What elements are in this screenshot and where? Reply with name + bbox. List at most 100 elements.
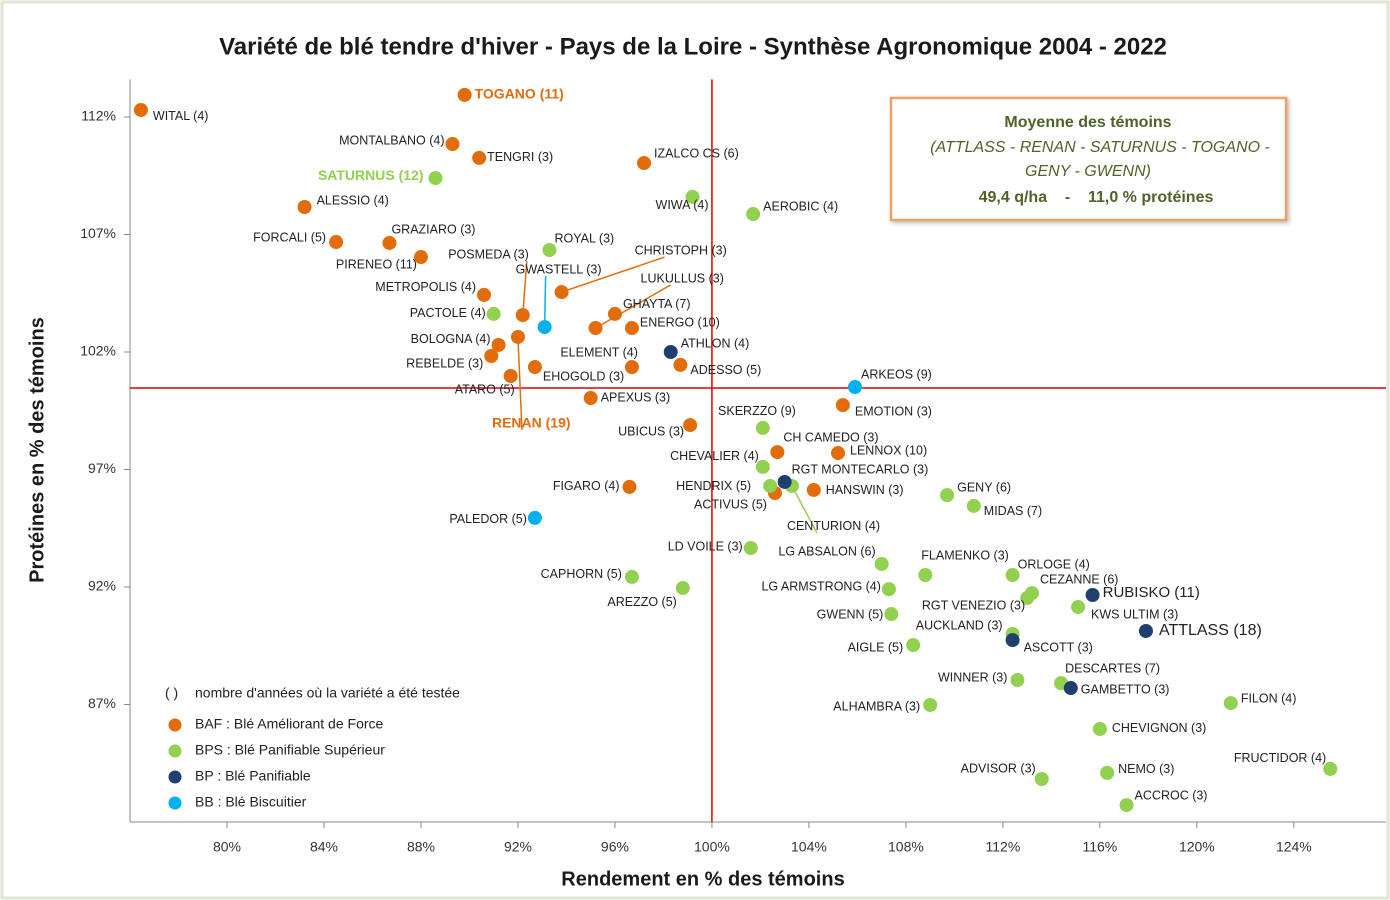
annotation-line: GENY - GWENN) xyxy=(1025,163,1151,180)
point-label: FILON (4) xyxy=(1241,691,1297,705)
point xyxy=(906,638,921,653)
x-tick-label: 124% xyxy=(1276,839,1312,855)
leader-line xyxy=(595,284,671,329)
legend-label: BB : Blé Biscuitier xyxy=(195,794,307,810)
point xyxy=(1020,591,1035,606)
point-label: LG ARMSTRONG (4) xyxy=(761,579,880,593)
legend-label: BPS : Blé Panifiable Supérieur xyxy=(195,742,385,758)
annotation-title: Moyenne des témoins xyxy=(1004,114,1171,131)
leader-line xyxy=(517,336,523,430)
point-label: NEMO (3) xyxy=(1118,762,1174,776)
point-label: ADESSO (5) xyxy=(690,363,761,377)
point-label: GWENN (5) xyxy=(817,607,884,621)
point-label: CENTURION (4) xyxy=(787,519,880,533)
point-label: RUBISKO (11) xyxy=(1103,584,1200,601)
point xyxy=(624,321,639,336)
point xyxy=(624,569,639,584)
point xyxy=(491,337,506,352)
point-label: UBICUS (3) xyxy=(618,424,684,438)
point-label: REBELDE (3) xyxy=(406,356,483,370)
point xyxy=(484,348,499,363)
y-tick-label: 92% xyxy=(88,578,116,594)
point xyxy=(133,102,148,117)
point xyxy=(382,235,397,250)
point-label: SATURNUS (12) xyxy=(318,167,424,183)
point-label: TENGRI (3) xyxy=(487,150,553,164)
point xyxy=(624,360,639,375)
point-label: ELEMENT (4) xyxy=(560,345,638,359)
point xyxy=(1085,587,1100,602)
x-tick-label: 108% xyxy=(888,839,924,855)
point-label: MONTALBANO (4) xyxy=(339,133,444,147)
annotation-frame xyxy=(889,96,1288,222)
point xyxy=(1071,599,1086,614)
y-tick-label: 107% xyxy=(80,225,116,241)
point xyxy=(770,445,785,460)
point xyxy=(1063,681,1078,696)
annotation-box: Moyenne des témoins (ATTLASS - RENAN - S… xyxy=(889,96,1288,222)
point-label: FORCALI (5) xyxy=(253,230,326,244)
point xyxy=(428,171,443,186)
point xyxy=(1034,771,1049,786)
point-label: ADVISOR (3) xyxy=(961,761,1036,775)
point xyxy=(583,391,598,406)
point xyxy=(831,446,846,461)
point-label: LENNOX (10) xyxy=(850,443,927,457)
x-tick-label: 80% xyxy=(213,839,241,855)
point-label: WIWA (4) xyxy=(656,198,709,212)
point xyxy=(675,580,690,595)
point-label: RGT VENEZIO (3) xyxy=(922,598,1025,612)
point xyxy=(881,582,896,597)
leader-line xyxy=(543,276,547,328)
point xyxy=(755,420,770,435)
leader-line xyxy=(561,256,665,293)
point-label: AIGLE (5) xyxy=(848,640,904,654)
point xyxy=(755,459,770,474)
point-label: LUKULLUS (3) xyxy=(641,271,724,285)
point xyxy=(1223,696,1238,711)
point xyxy=(413,250,428,265)
point xyxy=(1005,568,1020,583)
point xyxy=(806,482,821,497)
point-label: CHRISTOPH (3) xyxy=(635,243,727,257)
point-label: LD VOILE (3) xyxy=(668,539,743,553)
x-tick-label: 104% xyxy=(791,839,827,855)
point xyxy=(763,478,778,493)
point-label: PALEDOR (5) xyxy=(449,512,527,526)
point xyxy=(329,235,344,250)
legend-note: nombre d'années où la variété a été test… xyxy=(195,685,460,701)
point-label: TOGANO (11) xyxy=(475,86,564,102)
point-label: GHAYTA (7) xyxy=(623,297,691,311)
point xyxy=(1005,633,1020,648)
point xyxy=(1092,721,1107,736)
point-label: APEXUS (3) xyxy=(601,390,670,404)
annotation-summary: 49,4 q/ha - 11,0 % protéines xyxy=(979,189,1214,206)
point-label: ACCROC (3) xyxy=(1135,788,1208,802)
y-tick-label: 112% xyxy=(81,108,116,124)
point xyxy=(503,368,518,383)
point-label: PIRENEO (11) xyxy=(336,257,417,271)
point-label: ARKEOS (9) xyxy=(861,367,932,381)
point-label: MIDAS (7) xyxy=(984,504,1042,518)
point-label: FLAMENKO (3) xyxy=(921,548,1009,562)
point xyxy=(457,87,472,102)
point-label: SKERZZO (9) xyxy=(718,404,796,418)
point-label: PACTOLE (4) xyxy=(410,306,486,320)
point-label: AREZZO (5) xyxy=(607,595,676,609)
point xyxy=(918,568,933,583)
point-label: HANSWIN (3) xyxy=(826,483,904,497)
point-label: CHEVIGNON (3) xyxy=(1112,721,1206,735)
x-tick-label: 116% xyxy=(1082,839,1117,855)
point xyxy=(966,498,981,513)
point-label: GWASTELL (3) xyxy=(516,262,602,276)
point xyxy=(477,287,492,302)
point xyxy=(637,156,652,171)
point xyxy=(1138,623,1153,638)
point-label: ATHLON (4) xyxy=(681,336,750,350)
point xyxy=(884,607,899,622)
point-label: IZALCO CS (6) xyxy=(654,146,739,160)
point-label: DESCARTES (7) xyxy=(1065,661,1160,675)
point xyxy=(1010,673,1025,688)
point xyxy=(622,479,637,494)
